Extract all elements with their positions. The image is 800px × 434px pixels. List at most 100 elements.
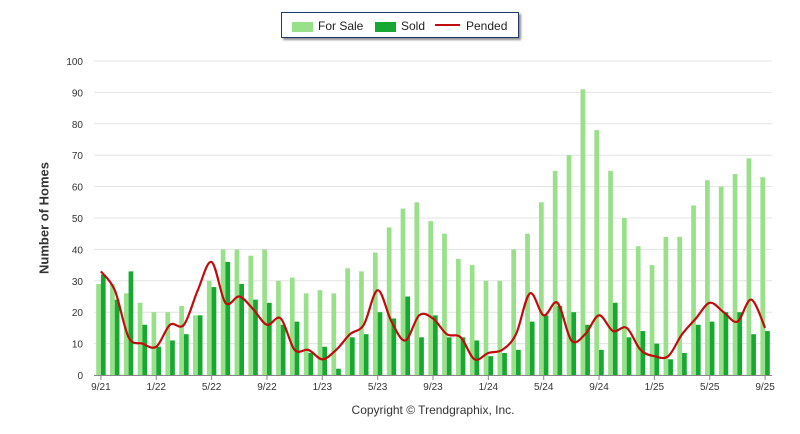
bar-for-sale — [677, 236, 683, 375]
bar-for-sale — [594, 130, 600, 375]
bar-sold — [709, 321, 715, 375]
bar-sold — [308, 353, 314, 375]
legend-swatch-for-sale — [292, 22, 313, 32]
bar-for-sale — [635, 246, 641, 375]
bar-for-sale — [511, 249, 517, 375]
bar-sold — [377, 312, 383, 375]
bar-sold — [349, 337, 355, 375]
bar-for-sale — [483, 280, 489, 375]
bar-for-sale — [179, 305, 184, 375]
bar-sold — [488, 356, 494, 375]
bar-sold — [737, 312, 743, 375]
legend-swatch-pended — [435, 24, 460, 26]
bar-sold — [128, 271, 134, 375]
bar-for-sale — [96, 283, 101, 375]
bar-sold — [239, 283, 244, 375]
bar-for-sale — [746, 158, 752, 375]
bar-for-sale — [455, 258, 461, 375]
bar-for-sale — [442, 233, 447, 375]
bar-for-sale — [151, 312, 157, 375]
bar-for-sale — [165, 312, 171, 375]
x-tick-label: 1/25 — [645, 382, 665, 393]
bar-sold — [543, 315, 549, 375]
bar-sold — [557, 305, 563, 375]
pended-series-line — [100, 260, 767, 361]
bar-for-sale — [193, 315, 198, 375]
bar-sold — [336, 368, 341, 375]
bar-sold — [502, 353, 507, 375]
y-tick-label: 10 — [72, 340, 84, 351]
bar-sold — [433, 315, 438, 375]
bar-for-sale — [469, 265, 475, 375]
bar-for-sale — [718, 186, 724, 375]
bar-for-sale — [525, 233, 530, 375]
y-tick-label: 80 — [72, 120, 84, 131]
bar-sold — [668, 359, 673, 375]
bar-sold — [695, 324, 701, 375]
bar-sold — [765, 331, 770, 375]
y-axis-ticks: 0 10 20 30 40 50 60 70 80 90 100 — [66, 57, 83, 382]
bar-sold — [322, 346, 328, 375]
pended-line — [100, 260, 767, 361]
bar-sold — [571, 312, 577, 375]
bar-for-sale — [276, 280, 281, 375]
bar-for-sale — [345, 268, 350, 375]
bar-for-sale — [234, 249, 240, 375]
bar-sold — [363, 334, 369, 375]
sold-bars — [100, 261, 770, 375]
bar-sold — [183, 334, 189, 375]
bar-sold — [142, 324, 148, 375]
bar-sold — [751, 334, 756, 375]
x-tick-label: 5/23 — [368, 382, 388, 393]
bar-sold — [419, 337, 424, 375]
bar-sold — [516, 349, 521, 375]
x-tick-label: 1/22 — [147, 382, 167, 393]
bar-sold — [100, 274, 106, 375]
bar-for-sale — [317, 290, 323, 375]
y-tick-label: 0 — [77, 371, 83, 382]
x-tick-label: 9/23 — [423, 382, 443, 393]
y-tick-label: 60 — [72, 183, 84, 194]
bar-for-sale — [331, 293, 337, 375]
bar-for-sale — [110, 283, 115, 375]
y-tick-label: 20 — [72, 308, 84, 319]
bar-for-sale — [691, 205, 696, 375]
copyright-text: Copyright © Trendgraphix, Inc. — [351, 403, 515, 417]
bar-sold — [446, 337, 452, 375]
y-tick-label: 90 — [72, 88, 84, 99]
bar-for-sale — [289, 277, 295, 375]
bar-for-sale — [428, 221, 433, 375]
bar-for-sale — [303, 293, 309, 375]
bar-for-sale — [705, 180, 710, 375]
bar-for-sale — [497, 280, 503, 375]
bar-for-sale — [262, 249, 267, 375]
bar-sold — [280, 324, 286, 375]
bar-for-sale — [732, 174, 738, 375]
legend-label-sold: Sold — [401, 19, 426, 33]
bar-sold — [294, 321, 300, 375]
x-tick-label: 9/21 — [91, 382, 111, 393]
bar-sold — [585, 324, 590, 375]
bar-sold — [156, 346, 161, 375]
legend-swatch-sold — [375, 22, 396, 32]
y-tick-label: 30 — [72, 277, 84, 288]
x-tick-label: 9/22 — [257, 382, 277, 393]
bar-for-sale — [566, 155, 572, 375]
bar-for-sale — [580, 89, 586, 375]
legend-label-for-sale: For Sale — [318, 19, 364, 33]
bar-sold — [682, 353, 687, 375]
bar-for-sale — [538, 202, 544, 375]
bar-sold — [253, 299, 258, 375]
bar-for-sale — [137, 302, 143, 375]
y-axis-label: Number of Homes — [36, 162, 52, 274]
y-tick-label: 100 — [66, 57, 83, 68]
bar-for-sale — [400, 208, 406, 375]
legend-label-pended: Pended — [466, 19, 508, 33]
y-tick-label: 40 — [72, 245, 84, 256]
bar-sold — [170, 340, 175, 375]
bar-for-sale — [552, 170, 558, 375]
x-axis-ticks: 9/21 1/22 5/22 9/22 1/23 5/23 9/23 1/24 5/24 9/24… — [91, 375, 775, 393]
bar-sold — [391, 318, 397, 375]
x-tick-label: 5/25 — [700, 382, 720, 393]
